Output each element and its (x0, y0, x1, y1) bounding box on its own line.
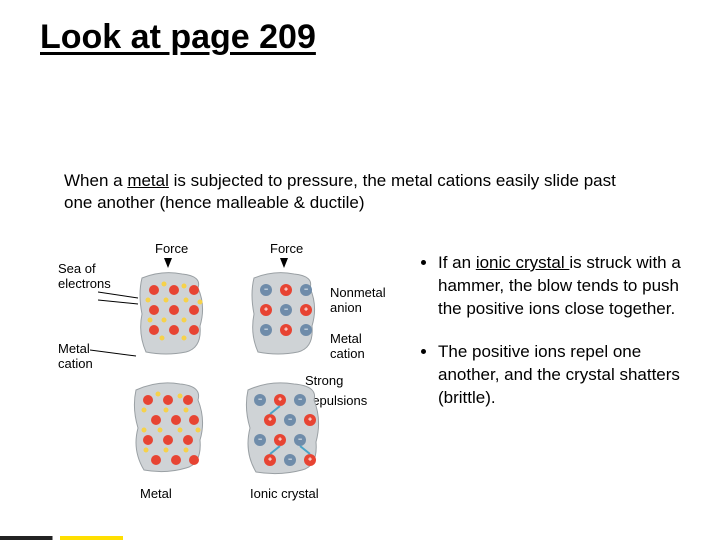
force-arrow-icon (164, 258, 172, 268)
svg-text:−: − (288, 457, 292, 464)
intro-underline: metal (127, 171, 169, 190)
svg-text:−: − (258, 397, 262, 404)
bullet-2: The positive ions repel one another, and… (438, 341, 704, 410)
svg-text:+: + (284, 327, 288, 334)
svg-text:−: − (284, 307, 288, 314)
intro-text: When a metal is subjected to pressure, t… (64, 170, 644, 214)
svg-text:+: + (268, 457, 272, 464)
svg-text:−: − (304, 287, 308, 294)
svg-text:−: − (298, 397, 302, 404)
svg-text:−: − (298, 437, 302, 444)
metal-crystal-before (136, 270, 208, 358)
metal-crystal-after (132, 380, 208, 476)
pointer-line-icon (98, 286, 146, 306)
svg-text:−: − (264, 287, 268, 294)
corner-stripe-icon (0, 536, 150, 540)
page-title: Look at page 209 (40, 18, 316, 57)
svg-text:+: + (264, 307, 268, 314)
svg-text:−: − (264, 327, 268, 334)
pointer-line-icon (90, 346, 138, 362)
svg-text:−: − (288, 417, 292, 424)
svg-text:+: + (268, 417, 272, 424)
ionic-crystal-after: − + − + − + − + − + − + (244, 380, 324, 478)
svg-text:+: + (308, 457, 312, 464)
svg-text:−: − (304, 327, 308, 334)
force-arrow-icon (280, 258, 288, 268)
label-metal-cation-left: Metalcation (58, 342, 93, 372)
bullet-1: If an ionic crystal is struck with a ham… (438, 252, 704, 321)
label-force-right: Force (270, 242, 303, 257)
intro-pre: When a (64, 171, 127, 190)
svg-text:+: + (284, 287, 288, 294)
label-ionic-crystal: Ionic crystal (250, 487, 319, 502)
svg-text:+: + (278, 397, 282, 404)
label-force-left: Force (155, 242, 188, 257)
svg-text:+: + (308, 417, 312, 424)
svg-text:+: + (278, 437, 282, 444)
diagram-area: Sea ofelectrons Force Force Nonmetalanio… (40, 232, 410, 512)
svg-text:−: − (258, 437, 262, 444)
svg-text:+: + (304, 307, 308, 314)
label-metal: Metal (140, 487, 172, 502)
label-nonmetal-anion: Nonmetalanion (330, 286, 386, 316)
label-metal-cation-right: Metalcation (330, 332, 365, 362)
bullet-list: If an ionic crystal is struck with a ham… (420, 252, 704, 430)
ionic-crystal-before: − + − + − + − + − (248, 270, 320, 358)
